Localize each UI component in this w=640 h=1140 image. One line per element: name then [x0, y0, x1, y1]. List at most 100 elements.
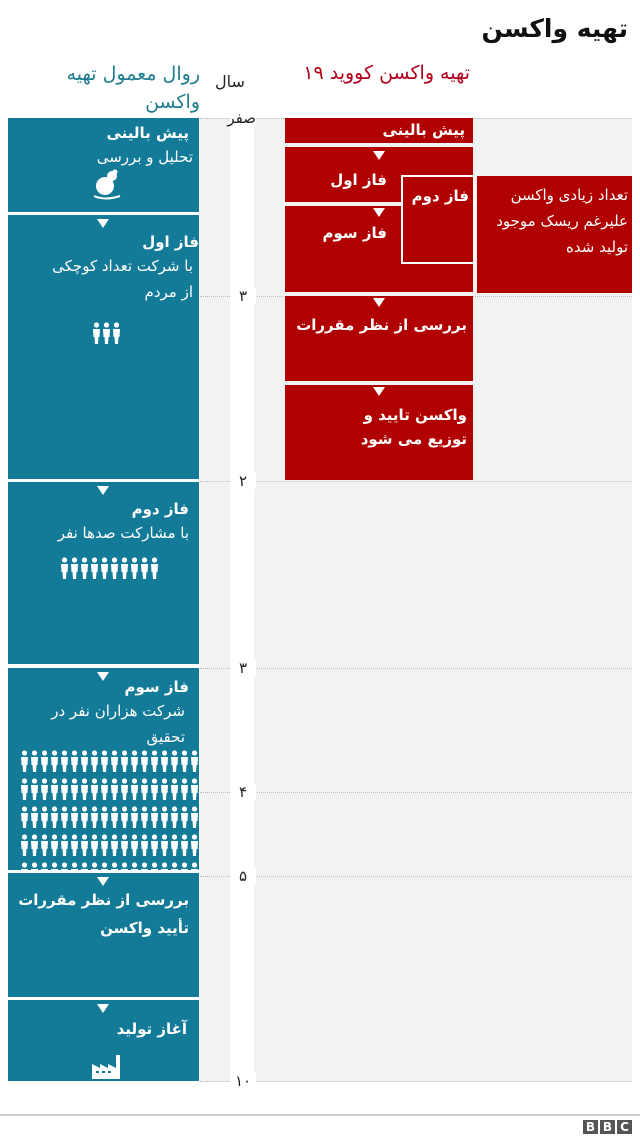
heading: بررسی از نظر مقررات: [18, 891, 189, 909]
person-icon: [70, 778, 79, 804]
person-icon: [90, 750, 99, 776]
arrow-down-icon: [373, 208, 385, 217]
person-icon: [100, 778, 109, 804]
normal-phase3: فاز سوم شرکت هزاران نفر در تحقیق: [8, 668, 199, 912]
person-icon: [30, 834, 39, 860]
heading: فاز اول: [330, 171, 387, 189]
person-icon: [20, 806, 29, 832]
person-icon: [170, 750, 179, 776]
person-icon: [130, 557, 139, 583]
person-icon: [110, 778, 119, 804]
person-icon: [60, 834, 69, 860]
person-icon: [110, 806, 119, 832]
person-icon: [80, 750, 89, 776]
person-icon: [90, 778, 99, 804]
axis-tick: ۵: [230, 868, 256, 884]
heading: بررسی از نظر مقررات: [296, 316, 467, 334]
arrow-down-icon: [373, 151, 385, 160]
arrow-down-icon: [97, 1004, 109, 1013]
page-title: تهیه واکسن: [481, 14, 628, 43]
person-icon: [110, 834, 119, 860]
normal-regulatory: بررسی از نظر مقررات تأیید واکسن: [8, 873, 199, 997]
person-icon: [110, 750, 119, 776]
person-icon: [160, 778, 169, 804]
gridline: [200, 481, 632, 482]
person-icon: [180, 806, 189, 832]
text: با مشارکت صدها نفر: [57, 524, 189, 542]
gridline: [200, 1081, 632, 1082]
person-icon: [150, 750, 159, 776]
person-icon: [90, 834, 99, 860]
arrow-down-icon: [373, 298, 385, 307]
person-icon: [100, 557, 109, 583]
covid-regulatory: بررسی از نظر مقررات: [285, 296, 473, 381]
person-icon: [90, 806, 99, 832]
person-icon: [130, 806, 139, 832]
arrow-down-icon: [97, 672, 109, 681]
axis-label: سال: [215, 72, 245, 91]
person-icon: [140, 557, 149, 583]
mouse-icon: [93, 169, 121, 200]
person-icon: [180, 834, 189, 860]
arrow-down-icon: [97, 877, 109, 886]
person-icon: [170, 834, 179, 860]
person-icon: [80, 778, 89, 804]
normal-phase1: فاز اول با شرکت تعداد کوچکی از مردم: [8, 215, 199, 479]
person-icon: [50, 778, 59, 804]
axis-tick: ۳: [230, 660, 256, 676]
text: شرکت هزاران نفر در تحقیق: [51, 702, 185, 746]
axis-tick: ۴: [230, 784, 256, 800]
person-icon: [180, 750, 189, 776]
person-icon: [190, 750, 199, 776]
heading: فاز سوم: [322, 224, 387, 242]
person-icon: [180, 778, 189, 804]
person-icon: [50, 806, 59, 832]
person-icon: [30, 806, 39, 832]
person-icon: [90, 557, 99, 583]
normal-preclinical: پیش بالینی تحلیل و بررسی: [8, 118, 199, 212]
person-icon: [140, 778, 149, 804]
bbc-logo: B B C: [583, 1120, 632, 1134]
person-icon: [150, 557, 159, 583]
person-icon: [30, 750, 39, 776]
person-icon: [100, 834, 109, 860]
person-icon: [150, 806, 159, 832]
person-icon: [120, 834, 129, 860]
person-icon: [70, 806, 79, 832]
person-icon: [80, 834, 89, 860]
covid-process-header: تهیه واکسن کووید ۱۹: [303, 62, 470, 84]
person-icon: [110, 557, 119, 583]
person-icon: [120, 557, 129, 583]
person-icon: [130, 778, 139, 804]
person-icon: [170, 778, 179, 804]
covid-preclinical: پیش بالینی: [285, 118, 473, 143]
person-icon: [60, 750, 69, 776]
person-icon: [60, 557, 69, 583]
person-icon: [140, 806, 149, 832]
person-icon: [160, 834, 169, 860]
person-icon: [70, 834, 79, 860]
person-icon: [20, 834, 29, 860]
axis-tick: صفر: [227, 109, 256, 127]
gridline: [200, 876, 632, 877]
person-icon: [70, 557, 79, 583]
text: تحلیل و بررسی: [96, 148, 193, 166]
normal-production: آغاز تولید: [8, 1000, 199, 1081]
text: تأیید واکسن: [100, 919, 189, 937]
person-icon: [190, 806, 199, 832]
axis-tick: ۱۰: [230, 1073, 256, 1089]
person-icon: [160, 806, 169, 832]
axis-strip: [230, 118, 254, 1082]
person-icon: [130, 750, 139, 776]
person-icon: [20, 778, 29, 804]
person-icon: [150, 834, 159, 860]
person-icon: [60, 806, 69, 832]
person-icon: [100, 806, 109, 832]
person-icon: [80, 557, 89, 583]
heading: فاز اول: [142, 233, 199, 251]
heading: پیش بالینی: [382, 121, 466, 139]
person-icon: [190, 834, 199, 860]
people-icons: [60, 557, 170, 583]
person-icon: [70, 750, 79, 776]
person-icon: [120, 806, 129, 832]
